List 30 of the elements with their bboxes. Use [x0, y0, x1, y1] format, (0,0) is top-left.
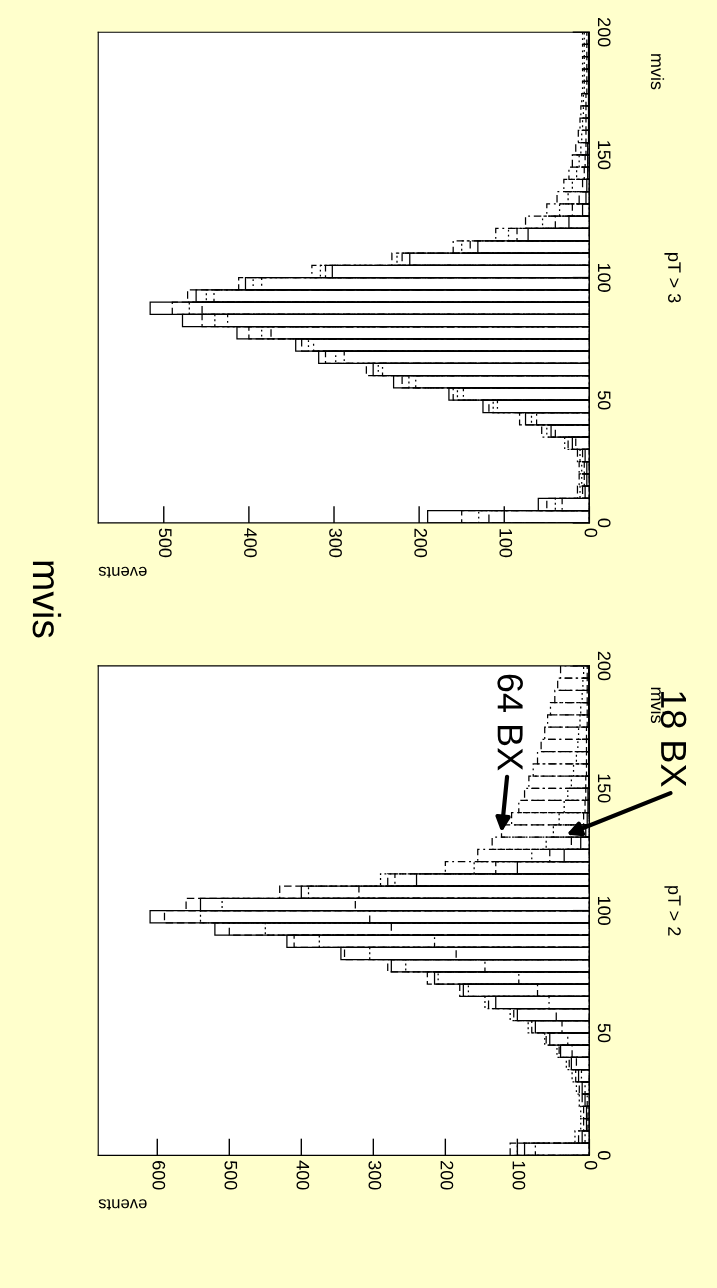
annotation: 64 BX: [497, 674, 523, 771]
x-axis-title: events: [98, 1199, 147, 1211]
x-tick-label: 200: [440, 1161, 454, 1190]
x-tick-label: 400: [244, 528, 257, 558]
x-axis-title: events: [98, 566, 147, 578]
y-tick-label: 150: [597, 774, 611, 803]
x-tick-label: 200: [414, 528, 428, 558]
x-tick-label: 600: [152, 1161, 166, 1190]
y-tick-label: 100: [597, 896, 611, 925]
y-tick-label: 50: [597, 1023, 611, 1043]
y-tick-label: 50: [597, 390, 611, 410]
text: pT > 2: [664, 886, 681, 936]
text: pT > 3: [664, 253, 681, 303]
y-tick-label: 100: [597, 263, 611, 292]
x-tick-label: 400: [296, 1160, 310, 1190]
y-axis-title: mvis: [650, 54, 665, 90]
x-tick-label: 500: [158, 528, 172, 558]
x-tick-label: 300: [368, 1160, 382, 1190]
y-tick-label: 150: [597, 141, 611, 170]
y-tick-label: 0: [597, 518, 611, 528]
x-tick-label: 100: [499, 529, 513, 558]
x-tick-label: 500: [224, 1160, 238, 1190]
y-tick-label: 0: [597, 1151, 611, 1160]
y-tick-label: 200: [597, 651, 611, 681]
chart-title: mvis: [32, 561, 62, 638]
x-tick-label: 0: [584, 528, 598, 538]
y-tick-label: 200: [597, 18, 611, 47]
x-tick-label: 300: [329, 528, 342, 558]
x-tick-label: 0: [584, 1160, 598, 1170]
x-tick-label: 100: [512, 1161, 526, 1190]
